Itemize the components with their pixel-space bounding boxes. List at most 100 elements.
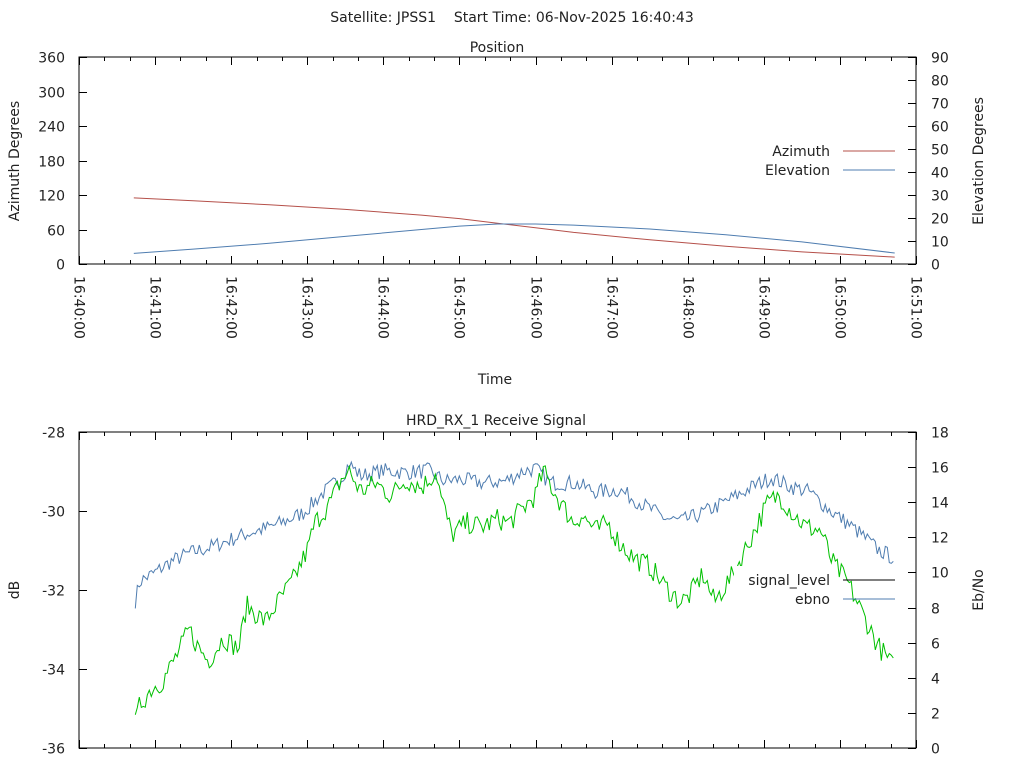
ebno-line-point bbox=[524, 470, 525, 471]
elevation-axis-tick-label: 40 bbox=[931, 166, 949, 182]
signal-level-line-point bbox=[520, 510, 521, 511]
elevation-line-point bbox=[894, 252, 895, 253]
ebno-line-point bbox=[459, 479, 460, 480]
ebno-axis-tick-label: 4 bbox=[931, 672, 940, 688]
signal-level-line-point bbox=[794, 514, 795, 515]
signal-level-line-point bbox=[702, 574, 703, 575]
position-x-tick-label: 16:51:00 bbox=[908, 276, 924, 339]
receive-signal-legend: signal_level ebno bbox=[734, 566, 895, 608]
signal-level-line-point bbox=[767, 503, 768, 504]
position-x-tick-label: 16:47:00 bbox=[604, 276, 620, 339]
signal-level-line-point bbox=[832, 562, 833, 563]
legend-label-elevation: Elevation bbox=[765, 163, 830, 179]
signal-level-line-point bbox=[649, 566, 650, 567]
legend-background bbox=[734, 566, 832, 608]
azimuth-line bbox=[133, 197, 895, 258]
azimuth-line-point bbox=[459, 218, 460, 219]
azimuth-line-point bbox=[573, 232, 574, 233]
elevation-axis-tick-label: 0 bbox=[931, 258, 940, 274]
ebno-line-point bbox=[877, 549, 878, 550]
signal-level-line-point bbox=[820, 530, 821, 531]
position-plot-frame bbox=[78, 56, 917, 265]
elevation-line-point bbox=[573, 225, 574, 226]
ebno-line-point bbox=[505, 481, 506, 482]
signal-level-line-point bbox=[877, 645, 878, 646]
ebno-axis-tick-label: 14 bbox=[931, 496, 949, 512]
ebno-line-point bbox=[303, 512, 304, 513]
elevation-line-point bbox=[725, 234, 726, 235]
azimuth-axis-tick-label: 360 bbox=[38, 51, 65, 67]
azimuth-line-point bbox=[535, 227, 536, 228]
ebno-line-point bbox=[227, 540, 228, 541]
elevation-axis-label: Elevation Degrees bbox=[971, 97, 987, 225]
ebno-line-point bbox=[771, 477, 772, 478]
signal-level-line-point bbox=[208, 661, 209, 662]
signal-level-line-point bbox=[265, 621, 266, 622]
signal-level-line-point bbox=[223, 637, 224, 638]
ebno-line-point bbox=[428, 470, 429, 471]
legend-label-signal-level: signal_level bbox=[748, 573, 830, 589]
azimuth-line-point bbox=[801, 251, 802, 252]
signal-level-line-point bbox=[189, 629, 190, 630]
db-axis-tick-label: -36 bbox=[42, 742, 65, 758]
ebno-line-point bbox=[642, 503, 643, 504]
signal-level-line-point bbox=[664, 585, 665, 586]
elevation-axis-tick-label: 70 bbox=[931, 97, 949, 113]
receive-signal-chart-title: HRD_RX_1 Receive Signal bbox=[406, 413, 586, 429]
signal-level-line-point bbox=[680, 601, 681, 602]
ebno-line-point bbox=[265, 528, 266, 529]
ebno-line-point bbox=[135, 600, 136, 601]
ebno-line-point bbox=[535, 468, 536, 469]
signal-level-line-point bbox=[607, 522, 608, 523]
azimuth-line-point bbox=[345, 209, 346, 210]
ebno-line-point bbox=[680, 521, 681, 522]
ebno-line-point bbox=[664, 517, 665, 518]
elevation-line bbox=[133, 223, 895, 254]
ebno-line-point bbox=[406, 472, 407, 473]
ebno-line-point bbox=[189, 553, 190, 554]
ebno-line-point bbox=[809, 491, 810, 492]
db-axis-tick-label: -34 bbox=[42, 663, 65, 679]
ebno-line-point bbox=[482, 482, 483, 483]
elevation-line-point bbox=[133, 253, 134, 254]
signal-level-line-point bbox=[619, 542, 620, 543]
azimuth-line-point bbox=[649, 239, 650, 240]
signal-level-line-point bbox=[246, 605, 247, 606]
ebno-line-point bbox=[619, 489, 620, 490]
signal-level-line-point bbox=[360, 491, 361, 492]
signal-level-line-point bbox=[390, 495, 391, 496]
db-axis-tick-label: -32 bbox=[42, 584, 65, 600]
signal-level-line-point bbox=[436, 471, 437, 472]
ebno-axis-tick-label: 0 bbox=[931, 742, 940, 758]
position-x-tick-label: 16:41:00 bbox=[147, 276, 163, 339]
position-x-tick-label: 16:42:00 bbox=[223, 276, 239, 339]
ebno-axis-tick-label: 16 bbox=[931, 461, 949, 477]
ebno-line-point bbox=[349, 463, 350, 464]
ebno-axis-tick-label: 10 bbox=[931, 566, 949, 582]
ebno-axis-label: Eb/No bbox=[971, 569, 987, 611]
azimuth-line-point bbox=[133, 197, 134, 198]
ebno-line bbox=[134, 460, 894, 609]
ebno-line-point bbox=[208, 547, 209, 548]
position-x-tick-label: 16:43:00 bbox=[299, 276, 315, 339]
ebno-line-point bbox=[894, 558, 895, 559]
signal-level-line-point bbox=[406, 479, 407, 480]
ebno-axis-tick-label: 8 bbox=[931, 602, 940, 618]
ebno-line-point bbox=[862, 535, 863, 536]
signal-level-line-point bbox=[558, 499, 559, 500]
ebno-line-point bbox=[360, 475, 361, 476]
ebno-axis-tick-label: 6 bbox=[931, 637, 940, 653]
ebno-axis-tick-label: 18 bbox=[931, 426, 949, 442]
signal-level-line-point bbox=[467, 522, 468, 523]
main-title: Satellite: JPSS1 Start Time: 06-Nov-2025… bbox=[330, 10, 693, 26]
signal-level-line-point bbox=[581, 514, 582, 515]
elevation-axis-tick-label: 10 bbox=[931, 235, 949, 251]
position-x-tick-label: 16:49:00 bbox=[756, 276, 772, 339]
ebno-line-point bbox=[170, 561, 171, 562]
signal-level-line-point bbox=[135, 724, 136, 725]
elevation-line-point bbox=[649, 228, 650, 229]
signal-level-line-point bbox=[330, 503, 331, 504]
azimuth-axis-tick-label: 120 bbox=[38, 189, 65, 205]
elevation-line-point bbox=[459, 226, 460, 227]
signal-level-line-point bbox=[543, 471, 544, 472]
